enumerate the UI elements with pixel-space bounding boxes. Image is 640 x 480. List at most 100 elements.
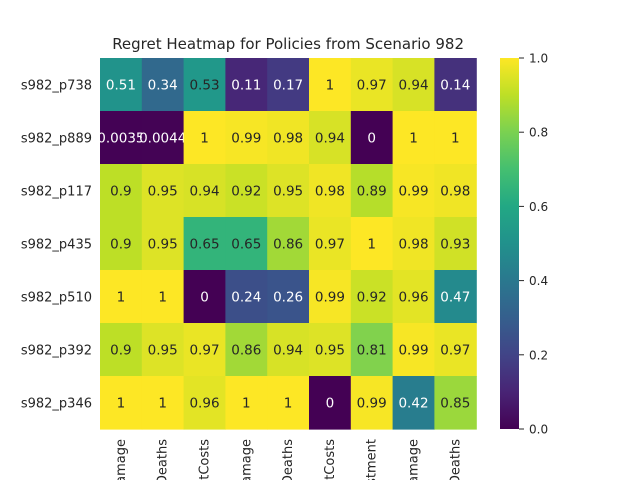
heatmap-cell: [350, 323, 394, 377]
cell-value-label: 0.93: [440, 237, 470, 253]
column-label: amage: [114, 439, 129, 480]
heatmap-cell: [225, 217, 268, 271]
cell-value-label: 0.92: [231, 184, 261, 200]
cell-value-label: 0.17: [273, 78, 303, 94]
cell-value-label: 0.98: [273, 131, 303, 147]
cell-value-label: 0.14: [440, 78, 470, 94]
cell-value-label: 1: [117, 396, 126, 412]
heatmap-cell: [392, 270, 435, 324]
heatmap-cell: [267, 164, 310, 218]
cell-value-label: 0.95: [148, 237, 178, 253]
row-label: s982_p889: [21, 132, 92, 147]
cell-value-label: 1: [200, 131, 209, 147]
row-label: s982_p435: [21, 238, 92, 253]
cell-value-label: 0.97: [189, 343, 219, 359]
cell-value-label: 0.42: [398, 396, 428, 412]
heatmap-cell: [309, 111, 352, 165]
heatmap-cell: [100, 270, 143, 324]
heatmap-cell: [392, 111, 435, 165]
cell-value-label: 0.95: [273, 184, 303, 200]
column-label: Deaths: [156, 439, 171, 480]
heatmap-cell: [309, 164, 352, 218]
column-label: Deaths: [448, 439, 463, 480]
cell-value-label: 1: [409, 131, 418, 147]
cell-value-label: 0.9: [110, 343, 131, 359]
cell-value-label: 0.0044: [139, 131, 186, 147]
cell-value-label: 0.96: [189, 396, 219, 412]
cell-value-label: 0.51: [106, 78, 136, 94]
cell-value-label: 0.89: [357, 184, 387, 200]
cell-value-label: 0.34: [148, 78, 178, 94]
heatmap-cell: [183, 164, 226, 218]
cell-value-label: 0.24: [231, 290, 261, 306]
cell-value-label: 0.65: [189, 237, 219, 253]
heatmap-cell: [309, 270, 352, 324]
cell-value-label: 0.85: [440, 396, 470, 412]
heatmap-cell: [309, 376, 352, 430]
cell-value-label: 0.0035: [97, 131, 144, 147]
colorbar-tick-label: 0.4: [529, 274, 548, 288]
cell-value-label: 0: [326, 396, 335, 412]
row-label: s982_p738: [21, 79, 92, 94]
heatmap-cell: [267, 58, 310, 112]
column-label: Deaths: [281, 439, 296, 480]
colorbar-gradient: [500, 58, 519, 429]
heatmap-cell: [434, 164, 477, 218]
heatmap-cell: [434, 58, 477, 112]
cell-value-label: 1: [158, 396, 167, 412]
cell-value-label: 0.86: [273, 237, 303, 253]
heatmap-cell: [183, 323, 226, 377]
heatmap-cell: [183, 111, 226, 165]
column-label: ntCosts: [323, 439, 338, 480]
row-label: s982_p510: [21, 291, 92, 306]
row-label: s982_p346: [21, 397, 92, 412]
heatmap-cell: [267, 217, 310, 271]
heatmap-cell: [141, 376, 185, 430]
heatmap-cell: [309, 323, 352, 377]
heatmap-cell: [392, 217, 435, 271]
column-label: stment: [365, 439, 380, 480]
heatmap-cell: [392, 164, 435, 218]
heatmap-cell: [309, 217, 352, 271]
heatmap-cell: [350, 376, 394, 430]
heatmap-cell: [392, 323, 435, 377]
cell-value-label: 0: [367, 131, 376, 147]
heatmap-cell: [141, 270, 185, 324]
cell-value-label: 0.92: [357, 290, 387, 306]
cell-value-label: 0.9: [110, 237, 131, 253]
colorbar: 0.0 0.2 0.4 0.6 0.8 1.0: [500, 52, 548, 437]
heatmap-cells: 0.51 0.34 0.53 0.11 0.17 1 0.97 0.94 0.140.00350…: [97, 58, 477, 430]
heatmap-cell: [350, 217, 394, 271]
heatmap-cell: [141, 323, 185, 377]
cell-value-label: 0.98: [398, 237, 428, 253]
column-labels: amage Deaths ntCosts amage Deaths ntCosts stme…: [114, 439, 463, 480]
heatmap-cell: [141, 217, 185, 271]
cell-value-label: 0.99: [231, 131, 261, 147]
heatmap-cell: [434, 217, 477, 271]
cell-value-label: 0.99: [357, 396, 387, 412]
heatmap-cell: [100, 323, 143, 377]
cell-value-label: 0.47: [440, 290, 470, 306]
heatmap-cell: [350, 270, 394, 324]
cell-value-label: 0.99: [315, 290, 345, 306]
colorbar-tick-label: 0.6: [529, 200, 548, 214]
heatmap-cell: [267, 323, 310, 377]
heatmap-cell: [141, 58, 185, 112]
cell-value-label: 1: [451, 131, 460, 147]
cell-value-label: 1: [284, 396, 293, 412]
cell-value-label: 0.26: [273, 290, 303, 306]
cell-value-label: 0.95: [148, 184, 178, 200]
heatmap-cell: [141, 111, 185, 165]
cell-value-label: 0.98: [315, 184, 345, 200]
cell-value-label: 0.94: [315, 131, 345, 147]
heatmap-cell: [392, 58, 435, 112]
cell-value-label: 0.94: [189, 184, 219, 200]
heatmap-cell: [100, 58, 143, 112]
cell-value-label: 0.94: [273, 343, 303, 359]
chart-title: Regret Heatmap for Policies from Scenari…: [112, 35, 464, 53]
heatmap-cell: [183, 58, 226, 112]
cell-value-label: 0.86: [231, 343, 261, 359]
row-labels: s982_p738 s982_p889 s982_p117 s982_p435 s982…: [21, 79, 92, 412]
